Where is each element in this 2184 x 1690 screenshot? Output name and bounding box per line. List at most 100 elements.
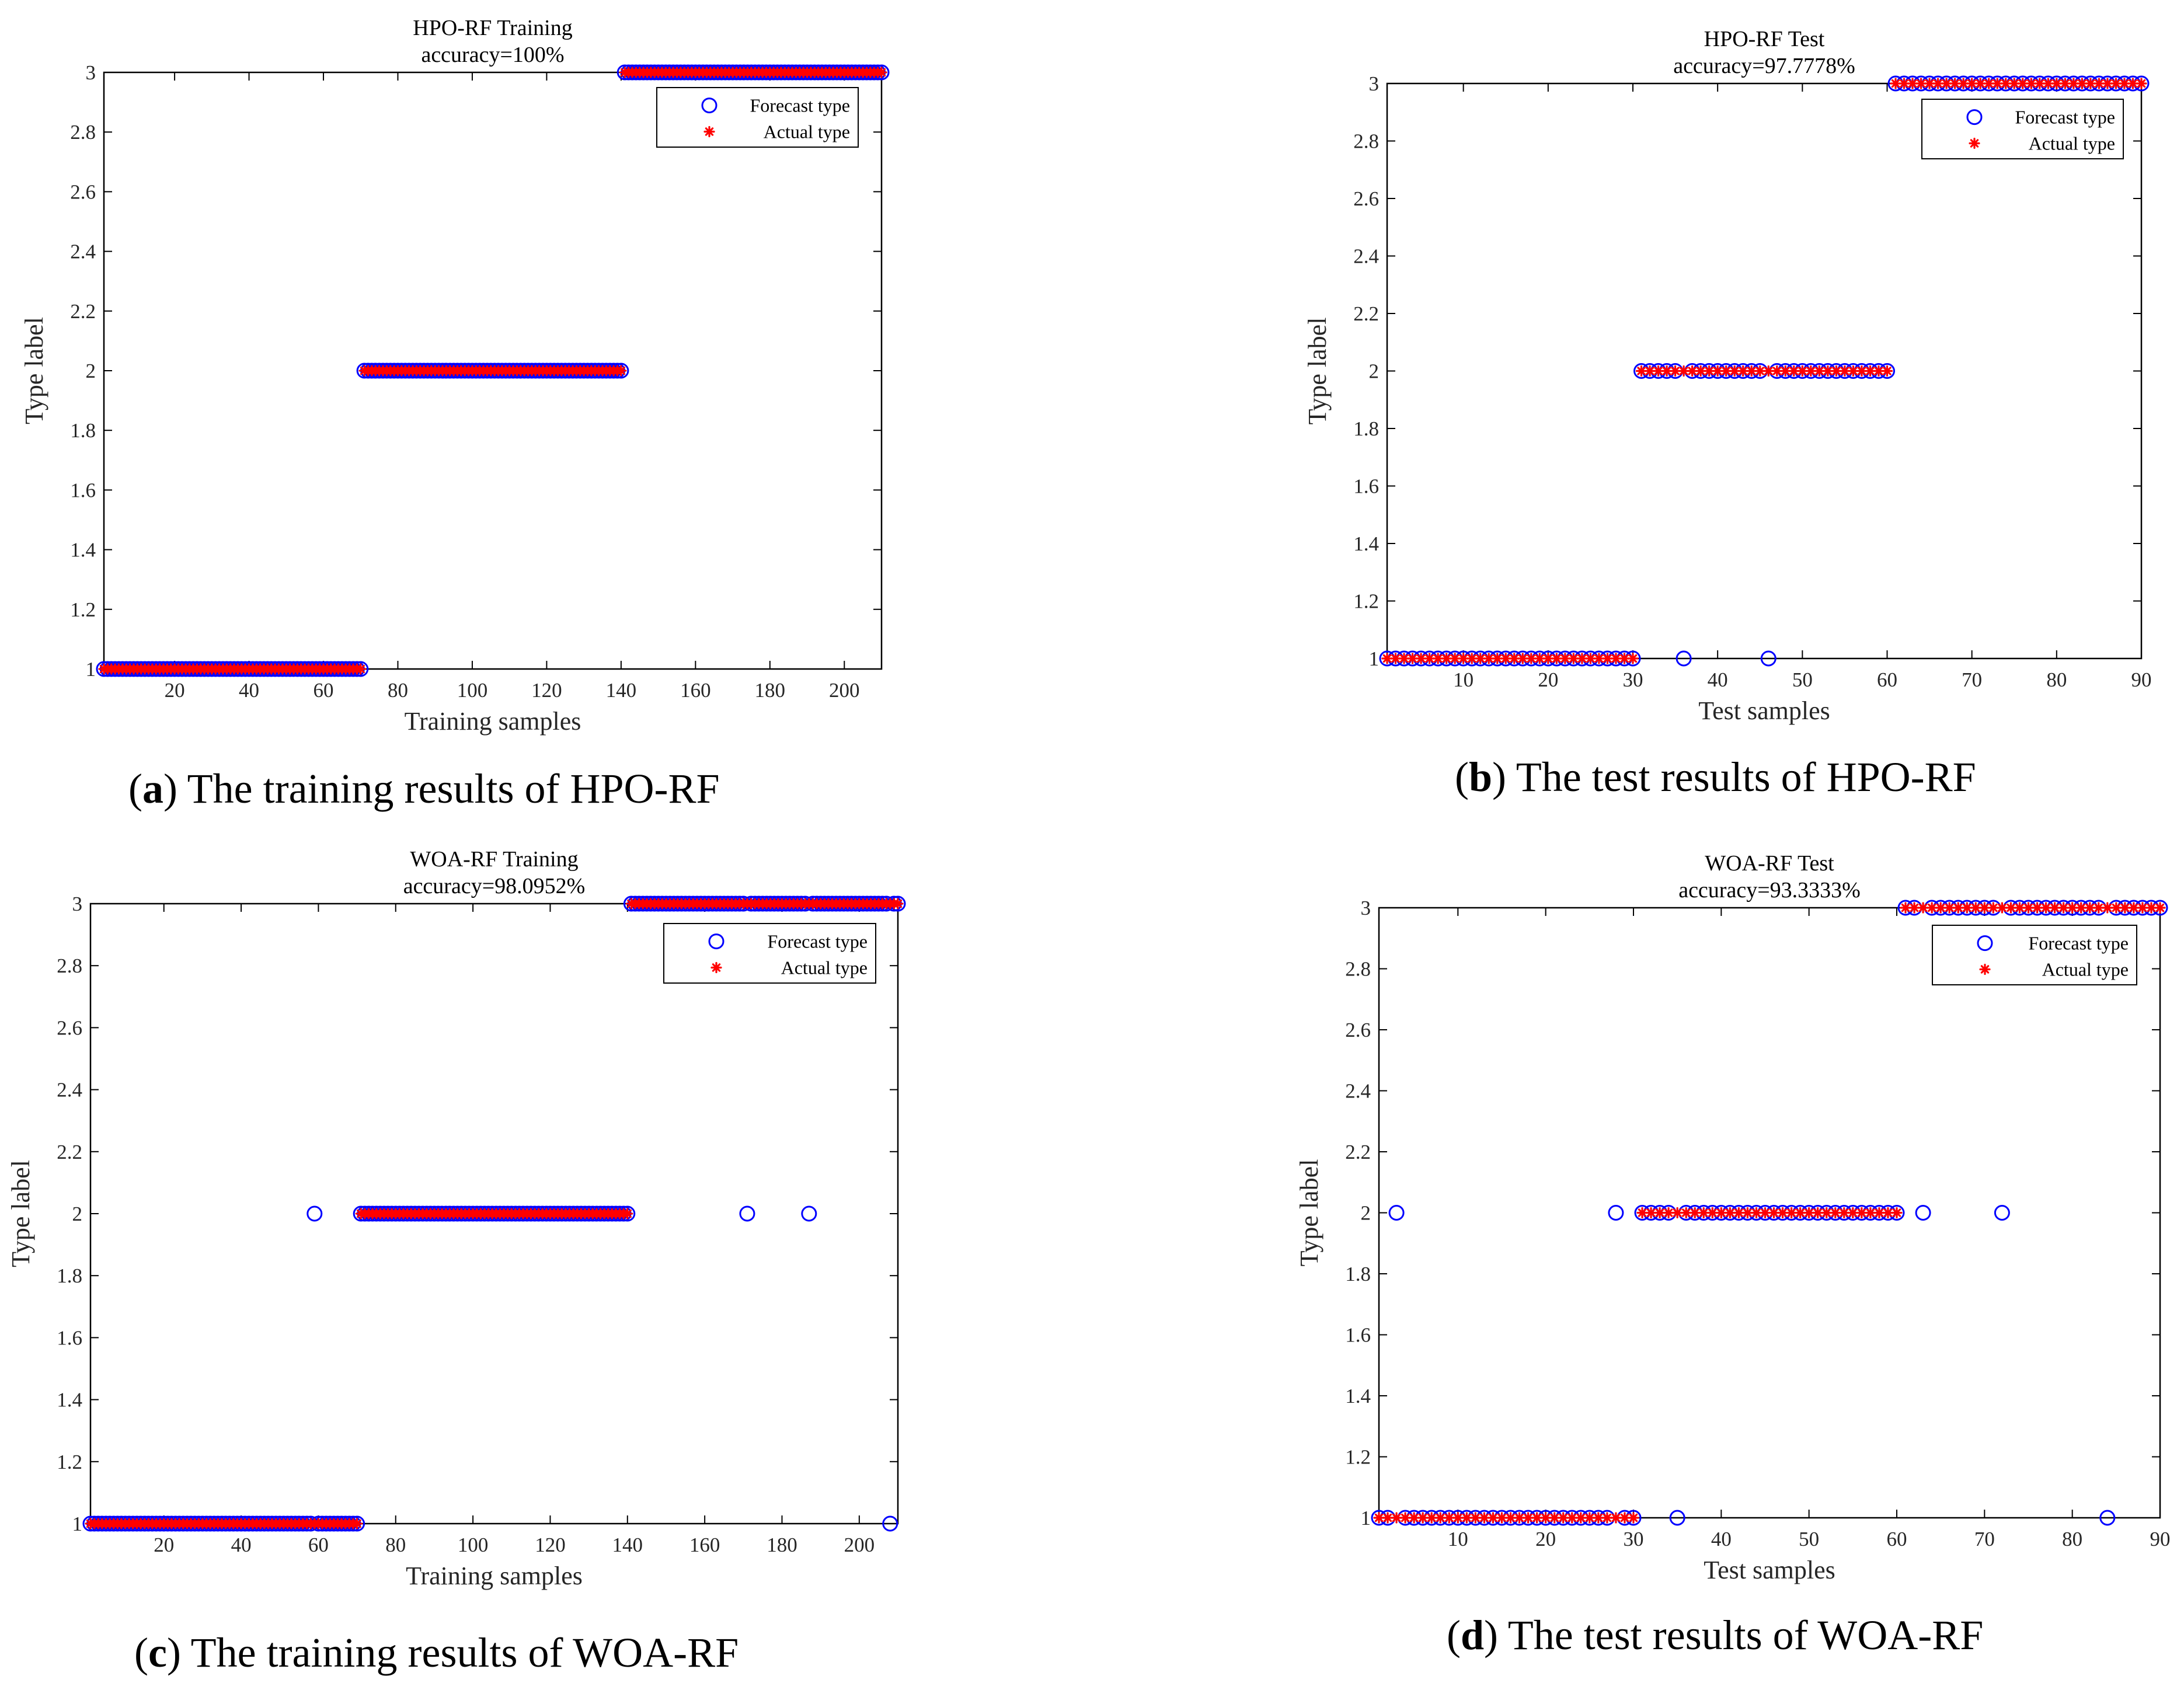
y-tick-label: 2.6 [1345,1019,1371,1041]
actual-point [1689,1207,1701,1219]
y-tick-label: 2.2 [57,1141,82,1163]
actual-point [2154,902,2166,914]
actual-series [1381,78,2147,664]
y-tick-label: 2 [1369,360,1380,383]
forecast-point-misclassified [1608,1205,1624,1221]
actual-point [1652,365,1664,377]
chart-title-line: accuracy=98.0952% [403,874,586,898]
x-tick-label: 160 [680,679,711,702]
x-tick-label: 60 [1886,1528,1907,1550]
actual-point [1627,653,1639,664]
actual-point [1593,1512,1604,1524]
actual-point [1449,653,1461,664]
x-tick-label: 80 [2046,668,2067,691]
y-tick-label: 1.2 [70,598,96,621]
actual-point [1698,1207,1709,1219]
actual-point [1830,1207,1841,1219]
actual-point [1777,1207,1789,1219]
actual-point [1873,1207,1885,1219]
x-tick-label: 40 [1708,668,1728,691]
actual-point [1415,653,1427,664]
x-tick-label: 90 [2131,668,2152,691]
actual-point [1618,653,1631,664]
actual-point [1534,653,1545,664]
actual-point [1821,1207,1833,1219]
legend: Forecast type Actual type [1921,99,2124,159]
y-axis-label: Type label [1295,1159,1323,1267]
x-tick-label: 100 [458,1534,489,1556]
chart-title-line: WOA-RF Training [410,847,578,872]
y-tick-label: 2.6 [70,180,96,203]
y-axis-label: Type label [1303,318,1332,425]
legend-forecast-marker [708,933,724,950]
legend-box [656,87,859,148]
legend-forecast-label: Forecast type [2029,933,2129,954]
actual-point [2034,78,2046,89]
actual-point [1478,1512,1490,1524]
actual-point [1812,1207,1824,1219]
legend-actual-marker [1969,137,1980,149]
forecast-point-misclassified [1915,1205,1931,1221]
x-tick-label: 100 [457,679,488,702]
chart-title-line: accuracy=93.3333% [1678,878,1861,903]
x-tick-label: 180 [755,679,786,702]
x-tick-label: 60 [314,679,334,702]
actual-point [1898,78,1910,89]
y-tick-label: 2.4 [1345,1080,1371,1103]
actual-point [1636,1207,1648,1219]
actual-point [1406,653,1419,664]
legend-box [1932,925,2137,985]
actual-point [1417,1512,1429,1524]
actual-point [1568,653,1579,664]
actual-point [1715,1207,1727,1219]
actual-point [1496,1512,1508,1524]
x-tick-label: 40 [1711,1528,1732,1550]
actual-point [1373,1512,1385,1524]
x-tick-label: 60 [1877,668,1897,691]
forecast-point-misclassified [1760,650,1777,667]
y-tick-label: 1 [86,658,96,681]
actual-point [2059,78,2071,89]
actual-point [1513,1512,1525,1524]
x-tick-label: 20 [154,1534,174,1556]
y-tick-label: 2.6 [1353,187,1379,210]
actual-point [2128,902,2140,914]
chart-title-line: HPO-RF Test [1704,27,1825,51]
y-tick-label: 1.6 [1345,1324,1371,1347]
legend-actual-label: Actual type [2042,959,2129,980]
actual-point [1768,1207,1780,1219]
x-tick-label: 10 [1448,1528,1468,1550]
caption-text: The test results of WOA-RF [1507,1612,1984,1658]
chart-title-line: accuracy=97.7778% [1673,54,1855,78]
legend: Forecast type Actual type [663,923,876,984]
actual-point [1458,653,1469,664]
caption-text: The test results of HPO-RF [1516,754,1976,800]
legend-actual-marker [710,961,722,974]
legend-actual-marker [1979,963,1991,975]
actual-point [1712,365,1723,377]
y-tick-label: 1.8 [1345,1263,1371,1285]
actual-point [1974,78,1986,89]
actual-point [1785,1207,1798,1219]
actual-point [1865,1207,1876,1219]
actual-point [1525,653,1537,664]
actual-point [2093,902,2105,914]
actual-point [1601,653,1614,664]
x-tick-label: 180 [767,1534,797,1556]
actual-point [1551,653,1562,664]
chart-panel-b: HPO-RF Test accuracy=97.7778% 10 20 30 40 50 60… [1303,27,2152,725]
actual-point [876,67,887,78]
y-tick-label: 1.8 [70,419,96,442]
chart-title-line: WOA-RF Test [1705,851,1834,876]
actual-point [1399,1512,1411,1524]
y-tick-label: 2.4 [1353,245,1379,268]
y-tick-label: 2.4 [57,1079,82,1102]
x-tick-label: 80 [385,1534,406,1556]
chart-panel-a: HPO-RF Training accuracy=100% 20 40 60 80 100 1… [20,16,890,736]
actual-point [1813,365,1825,377]
actual-point [1559,653,1571,664]
actual-point [1504,1512,1517,1524]
actual-point [1558,1512,1569,1524]
actual-point [2040,902,2052,914]
legend-forecast-marker [1977,935,1993,952]
